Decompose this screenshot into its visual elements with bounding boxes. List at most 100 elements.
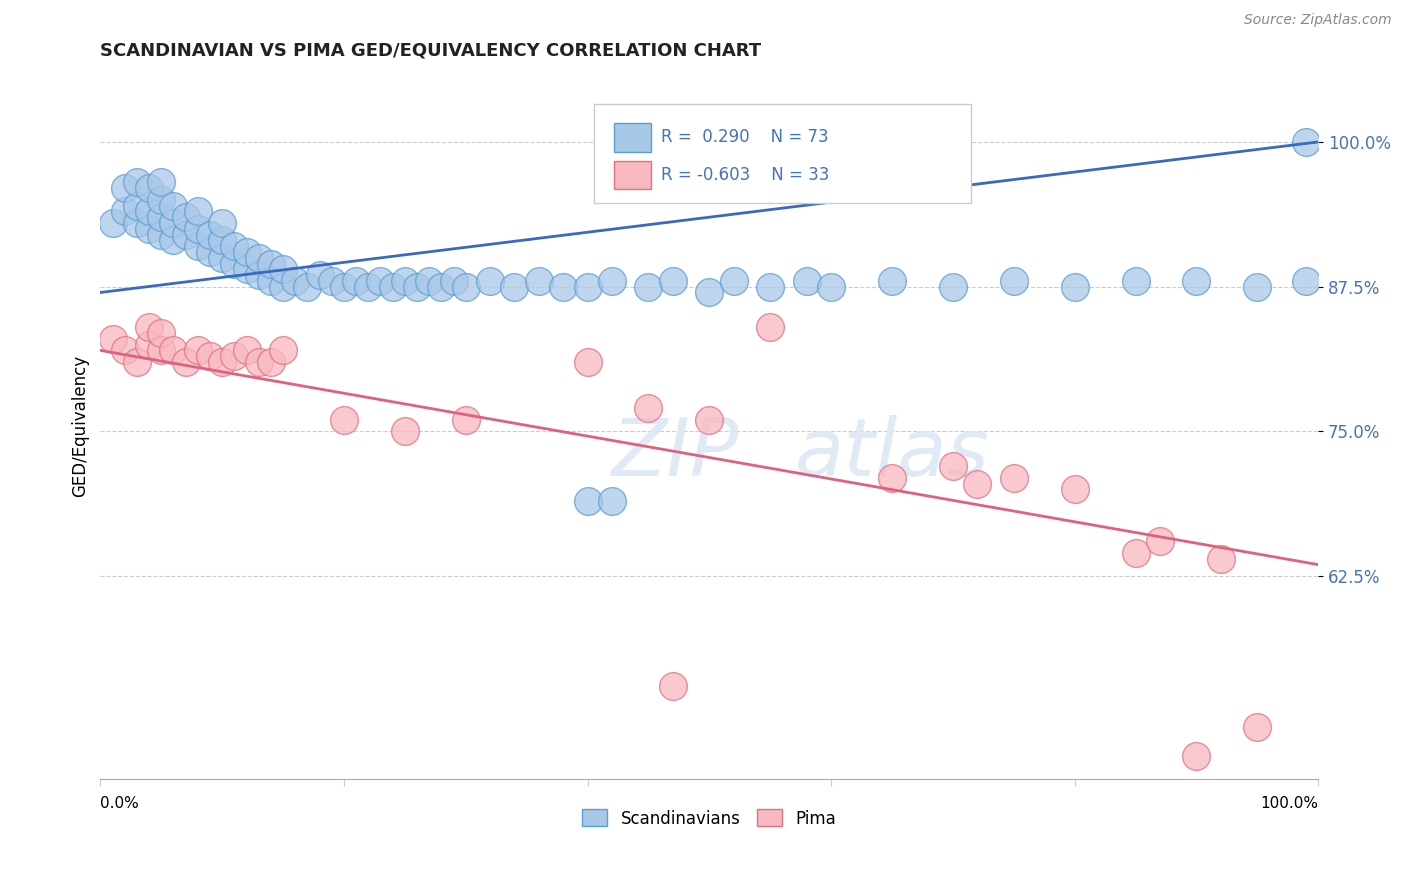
Point xyxy=(454,279,477,293)
Point xyxy=(333,413,356,427)
Point xyxy=(138,221,160,235)
Point xyxy=(284,274,307,288)
Point xyxy=(162,216,184,230)
FancyBboxPatch shape xyxy=(614,161,651,189)
Point xyxy=(1295,135,1317,149)
Point xyxy=(820,279,842,293)
Point xyxy=(174,210,197,224)
Point xyxy=(211,216,233,230)
Point xyxy=(1185,274,1208,288)
Text: atlas: atlas xyxy=(794,415,990,493)
Point xyxy=(381,279,404,293)
Point xyxy=(174,227,197,242)
Point xyxy=(418,274,440,288)
Point xyxy=(247,268,270,282)
Point xyxy=(114,181,136,195)
Point xyxy=(942,279,965,293)
Point xyxy=(138,204,160,219)
Point xyxy=(187,204,209,219)
Point xyxy=(344,274,367,288)
Point xyxy=(637,401,659,416)
Point xyxy=(187,343,209,358)
Point xyxy=(333,279,356,293)
Point xyxy=(198,227,221,242)
Text: 0.0%: 0.0% xyxy=(100,797,139,812)
Point xyxy=(187,239,209,253)
Point xyxy=(966,476,988,491)
Point xyxy=(662,274,685,288)
Point xyxy=(454,413,477,427)
Point xyxy=(357,279,380,293)
Point xyxy=(198,244,221,259)
Point xyxy=(1063,279,1085,293)
Point xyxy=(576,279,599,293)
Point xyxy=(942,459,965,474)
Point xyxy=(479,274,502,288)
Point xyxy=(430,279,453,293)
Text: Source: ZipAtlas.com: Source: ZipAtlas.com xyxy=(1244,13,1392,28)
Point xyxy=(271,279,294,293)
Point xyxy=(697,413,720,427)
Point xyxy=(101,216,124,230)
Point xyxy=(260,256,283,270)
Point xyxy=(697,285,720,300)
Point xyxy=(321,274,343,288)
Point xyxy=(260,355,283,369)
Point xyxy=(1125,274,1147,288)
Point xyxy=(662,679,685,693)
Point xyxy=(150,193,173,207)
Text: R = -0.603    N = 33: R = -0.603 N = 33 xyxy=(661,166,830,184)
Point xyxy=(150,176,173,190)
Point xyxy=(880,471,903,485)
Point xyxy=(723,274,745,288)
Point xyxy=(224,239,246,253)
Point xyxy=(260,274,283,288)
Point xyxy=(394,425,416,439)
Point xyxy=(162,343,184,358)
Point xyxy=(600,494,623,508)
Text: 100.0%: 100.0% xyxy=(1260,797,1319,812)
Point xyxy=(576,355,599,369)
Point xyxy=(174,355,197,369)
Point xyxy=(796,274,818,288)
Point xyxy=(138,181,160,195)
Point xyxy=(125,355,148,369)
Point xyxy=(224,349,246,363)
Point xyxy=(235,262,257,277)
Point xyxy=(759,320,782,334)
Point xyxy=(150,343,173,358)
Point xyxy=(271,262,294,277)
Point xyxy=(162,199,184,213)
Point xyxy=(759,279,782,293)
Point xyxy=(211,251,233,265)
Point xyxy=(880,274,903,288)
Point xyxy=(1063,483,1085,497)
Point xyxy=(150,227,173,242)
Legend: Scandinavians, Pima: Scandinavians, Pima xyxy=(575,803,844,834)
Point xyxy=(297,279,319,293)
FancyBboxPatch shape xyxy=(593,104,972,203)
Point xyxy=(553,279,575,293)
Point xyxy=(271,343,294,358)
Point xyxy=(370,274,392,288)
Point xyxy=(443,274,465,288)
Point xyxy=(1002,274,1025,288)
Point xyxy=(224,256,246,270)
Point xyxy=(503,279,526,293)
Point xyxy=(235,343,257,358)
Point xyxy=(247,251,270,265)
Point xyxy=(235,244,257,259)
Point xyxy=(1185,748,1208,763)
Point xyxy=(125,216,148,230)
Point xyxy=(247,355,270,369)
Point xyxy=(576,494,599,508)
Point xyxy=(211,233,233,247)
Point xyxy=(114,204,136,219)
Point xyxy=(637,279,659,293)
Y-axis label: GED/Equivalency: GED/Equivalency xyxy=(72,355,89,497)
Point xyxy=(1246,279,1268,293)
Text: ZIP: ZIP xyxy=(612,415,740,493)
Point xyxy=(1002,471,1025,485)
Text: SCANDINAVIAN VS PIMA GED/EQUIVALENCY CORRELATION CHART: SCANDINAVIAN VS PIMA GED/EQUIVALENCY COR… xyxy=(100,42,762,60)
Point xyxy=(101,332,124,346)
